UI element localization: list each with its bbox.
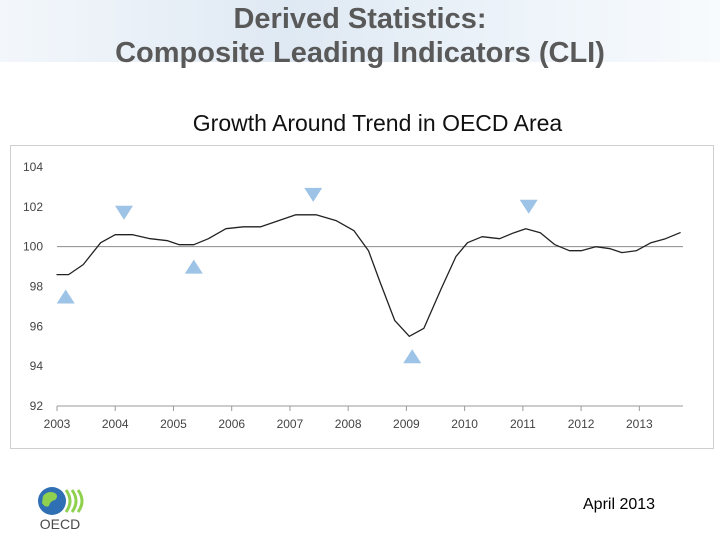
x-tick-label: 2009 [393,417,420,431]
peak-marker [115,205,133,220]
y-tick-label: 94 [30,359,44,373]
y-tick-label: 102 [23,200,43,214]
x-tick-label: 2004 [102,417,129,431]
x-tick-label: 2005 [160,417,187,431]
y-tick-label: 96 [30,319,44,333]
logo-text: OECD [40,516,80,532]
chart-frame: 104 102 100 98 96 94 92 2003 2004 2005 2006 2007 200… [10,145,714,449]
trough-marker [403,349,422,364]
slide-title: Derived Statistics: Composite Leading In… [0,2,720,70]
title-band [0,0,720,62]
oecd-logo: OECD [38,487,84,532]
y-tick-label: 104 [23,160,43,174]
slide-title-line-2: Composite Leading Indicators (CLI) [115,37,605,69]
x-tick-label: 2003 [44,417,71,431]
trough-marker [184,259,203,274]
x-tick-label: 2010 [451,417,478,431]
logo-globe-continent [42,492,57,507]
logo-arc-1 [64,489,72,513]
slide-title-line-1: Derived Statistics: [233,3,487,35]
x-tick-label: 2008 [335,417,362,431]
x-tick-label: 2007 [277,417,304,431]
logo-arc-3 [76,489,84,513]
trough-marker [56,289,75,304]
y-tick-label: 92 [30,399,44,413]
cli-series-line [56,214,681,337]
x-tick-label: 2006 [218,417,245,431]
y-tick-label: 100 [23,240,43,254]
peak-marker [304,187,323,202]
peak-marker [519,199,538,214]
x-tick-label: 2013 [626,417,653,431]
y-tick-label: 98 [30,280,44,294]
logo-arc-2 [70,489,78,513]
x-tick-label: 2011 [510,417,536,431]
chart-subtitle: Growth Around Trend in OECD Area [192,110,563,136]
date-label: April 2013 [583,496,656,513]
x-tick-label: 2012 [568,417,595,431]
